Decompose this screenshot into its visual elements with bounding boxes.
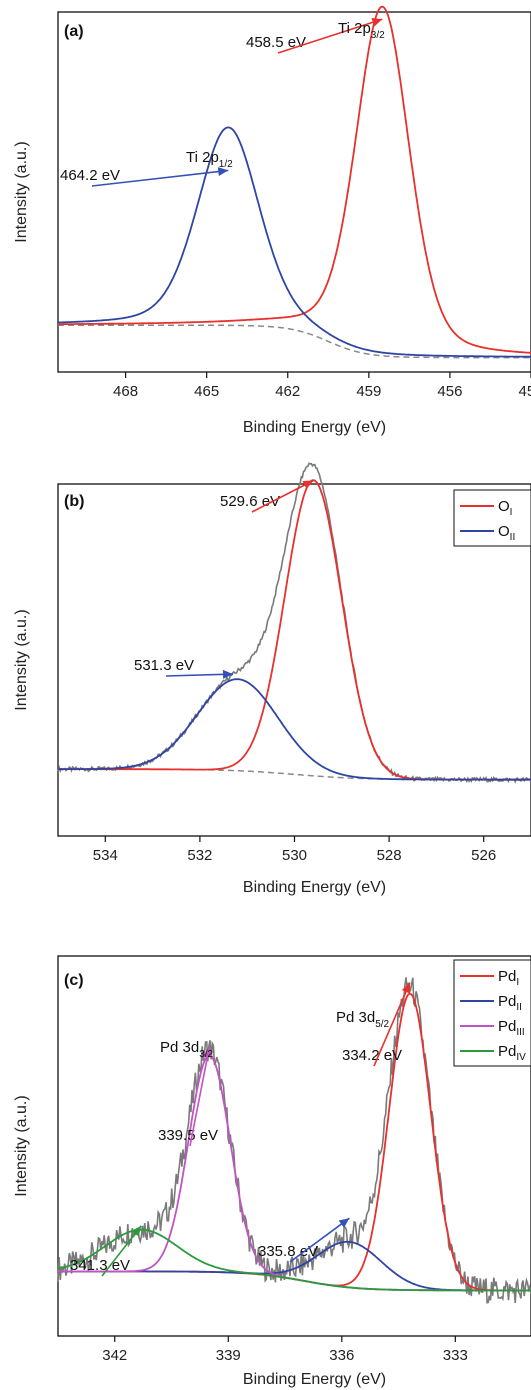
x-tick-label: 453 [518,383,531,400]
legend-label: OII [498,523,515,543]
x-tick-label: 456 [437,383,462,400]
x-tick-label: 465 [194,383,219,400]
y-axis-label: Intensity (a.u.) [13,609,30,710]
peak-group-label: Ti 2p1/2 [186,149,233,170]
legend-label: OI [498,498,512,518]
peak-annotation: 464.2 eV [60,167,120,184]
y-axis-label: Intensity (a.u.) [13,141,30,242]
annotation-arrow [189,1047,211,1147]
annotation-arrow [101,1225,142,1277]
legend-label: PdI [498,968,519,988]
peak-annotation: 339.5 eV [158,1127,218,1144]
x-axis-label: Binding Energy (eV) [243,1371,386,1388]
annotation-arrow [373,982,411,1067]
annotation-arrow-head [203,1047,212,1058]
series-Ti 2p1/2 [57,126,531,358]
panel-label: (b) [64,493,84,510]
x-tick-label: 339 [216,1347,241,1364]
peak-group-label: Pd 3d3/2 [160,1039,214,1060]
plot-frame [57,955,531,1337]
panel-1: 468 465 462 459 456 453 Binding Energy (eV) Int… [13,5,531,436]
series-OII [58,678,531,781]
x-tick-label: 532 [187,847,212,864]
x-tick-label: 534 [93,847,118,864]
legend-label: PdII [498,993,522,1013]
annotation-arrow-head [217,167,229,177]
panel-label: (a) [64,23,84,40]
y-axis-label: Intensity (a.u.) [13,1095,30,1196]
annotation-arrow-head [131,1225,142,1237]
annotation-arrow [251,479,314,513]
plot-frame [57,11,531,373]
x-tick-label: 528 [377,847,402,864]
annotation-arrow-head [371,18,383,27]
annotation-arrow-head [222,669,234,679]
panel-label: (c) [64,972,84,989]
legend-box [453,489,531,547]
x-tick-label: 468 [113,383,138,400]
x-tick-label: 459 [356,383,381,400]
background-line [58,324,531,359]
x-tick-label: 333 [443,1347,468,1364]
x-axis-label: Binding Energy (eV) [243,419,386,436]
legend-box [453,959,531,1067]
x-tick-label: 530 [282,847,307,864]
peak-group-label: Ti 2p3/2 [338,20,385,41]
x-axis-label: Binding Energy (eV) [243,879,386,896]
panel-3: 342 339 336 333 Binding Energy (eV) Intensity… [13,955,531,1388]
x-tick-label: 342 [102,1347,127,1364]
annotation-arrow-head [302,480,314,490]
series-Ti 2p3/2 [58,5,531,354]
peak-annotation: 341.3 eV [70,1257,130,1274]
annotation-arrow-head [401,982,411,994]
panel-2: 534 532 530 528 526 Binding Energy (eV) Intens… [13,462,531,896]
legend-label: PdIV [498,1043,526,1063]
x-tick-label: 526 [471,847,496,864]
peak-group-label: Pd 3d5/2 [336,1009,390,1030]
annotation-arrow [277,18,383,54]
annotation-arrow-head [338,1218,350,1228]
x-tick-label: 462 [275,383,300,400]
peak-annotation: 335.8 eV [258,1243,318,1260]
legend-label: PdIII [498,1018,525,1038]
peak-annotation: 458.5 eV [246,34,306,51]
annotation-arrow [289,1217,350,1263]
peak-annotation: 531.3 eV [134,657,194,674]
peak-annotation: 334.2 eV [342,1047,402,1064]
annotation-arrow [165,673,234,677]
x-tick-label: 336 [329,1347,354,1364]
annotation-arrow [91,169,229,187]
